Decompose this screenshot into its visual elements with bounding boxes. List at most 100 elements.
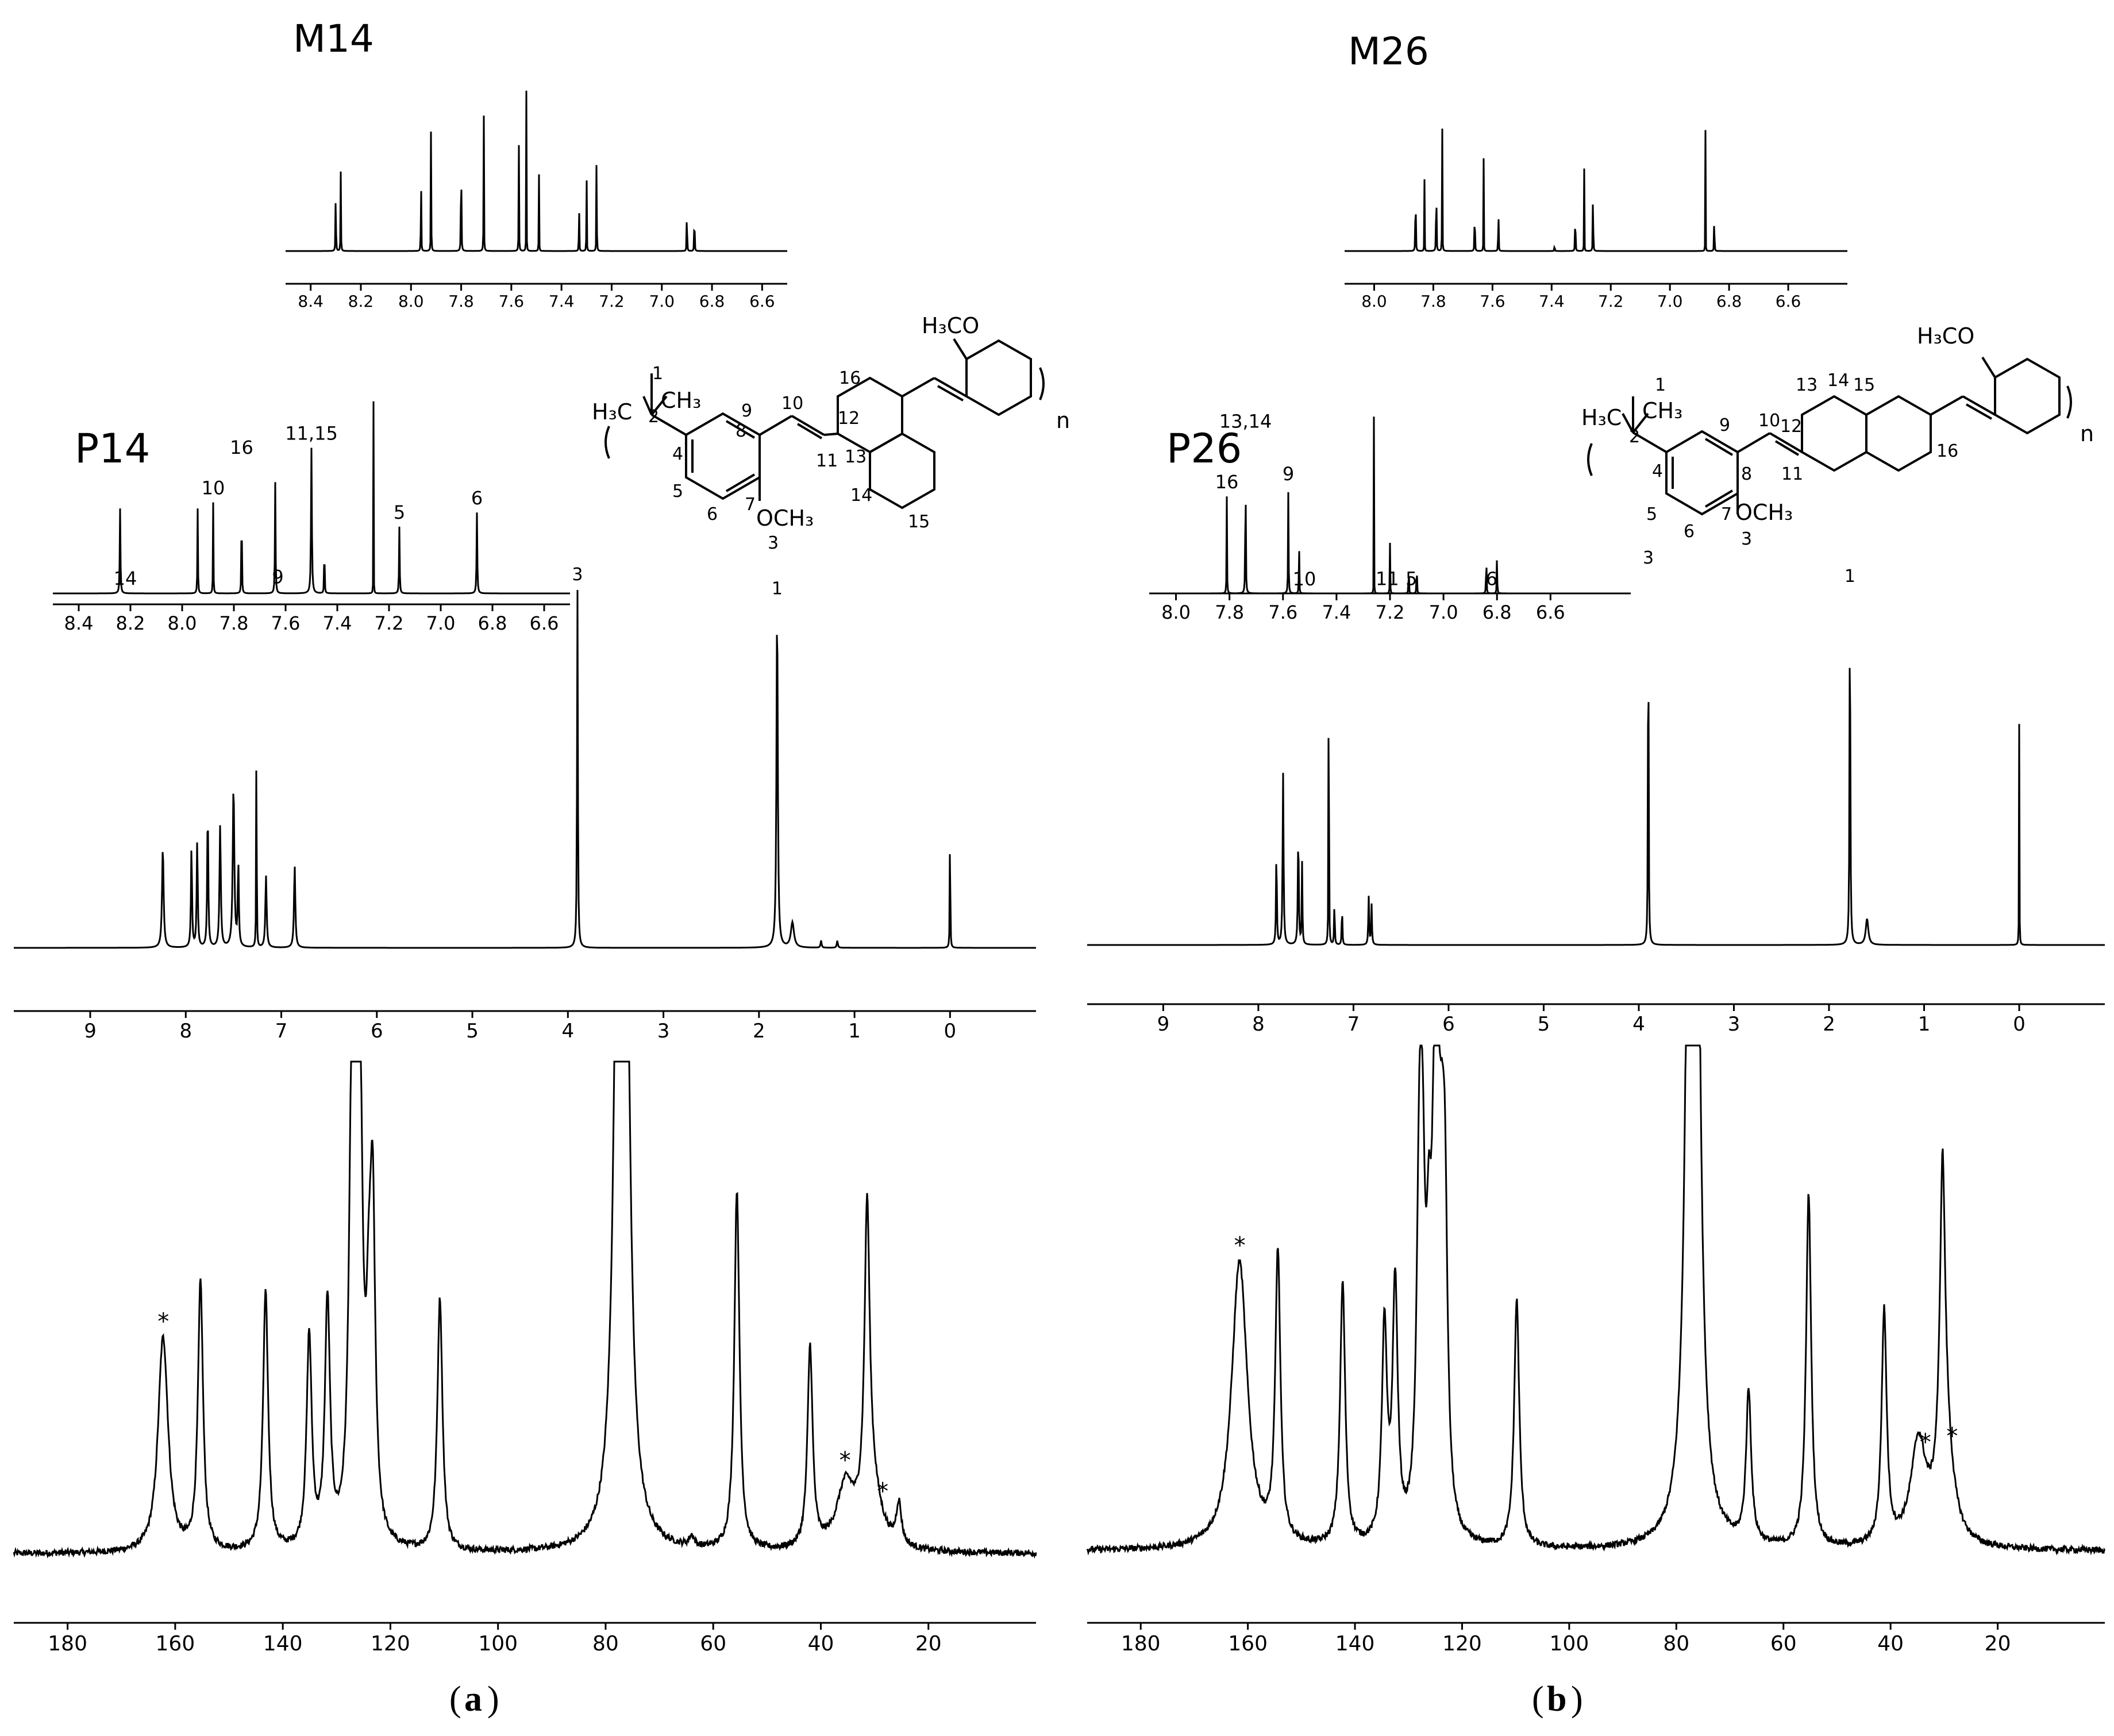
p26-bracket-right [2066, 385, 2072, 419]
p26-atom-12: 12 [1780, 416, 1802, 437]
caption-a: ( a ) [449, 1680, 499, 1719]
p14-atom-9: 9 [741, 401, 752, 421]
x-tick-label: 80 [1663, 1632, 1689, 1656]
p14-atom-12: 12 [838, 408, 860, 429]
spectrum-trace [14, 589, 1036, 949]
peak-label: 5 [1406, 568, 1417, 589]
x-tick-label: 7.2 [1376, 601, 1405, 623]
p14-atom-10: 10 [781, 394, 803, 414]
spectrum-trace [1086, 1044, 2106, 1556]
x-tick-label: 9 [1157, 1013, 1170, 1036]
p14-h3co-label: H₃CO [922, 313, 979, 338]
x-tick-label: 7.6 [499, 292, 525, 311]
x-tick-label: 3 [657, 1020, 670, 1043]
p14-och3-label: OCH₃ [756, 506, 814, 531]
x-tick-label: 3 [1728, 1013, 1741, 1036]
p14-repeat-n: n [1056, 408, 1070, 433]
p14-tert-bond [650, 395, 668, 416]
x-tick-label: 4 [561, 1020, 574, 1043]
p26-atom-6: 6 [1684, 522, 1695, 542]
x-tick-label: 7.4 [1322, 601, 1351, 623]
p26-structure-labels: H₃C CH₃ OCH₃ H₃CO n 1 2 3 4 5 6 7 8 9 10… [1581, 323, 2094, 549]
p14-link-bond [823, 433, 838, 436]
p26-atom-8: 8 [1741, 464, 1752, 484]
p14-atom-6: 6 [707, 504, 718, 524]
x-tick-label: 6.8 [1483, 601, 1512, 623]
p14-bracket-right [1039, 367, 1045, 400]
p26-vinyl-bond [1769, 432, 1803, 453]
x-tick-label: 2 [753, 1020, 765, 1043]
spectrum-trace [286, 90, 787, 252]
p14-atom-2: 2 [648, 407, 659, 427]
peak-label: * [157, 1309, 169, 1335]
x-tick-label: 6.6 [530, 612, 559, 634]
x-tick-label: 8.4 [64, 612, 94, 634]
x-tick-label: 0 [944, 1020, 957, 1043]
p14-atom-15: 15 [908, 512, 930, 532]
p26-end-ring [1994, 357, 2061, 435]
p26-atom-7: 7 [1721, 504, 1732, 524]
peak-label: 10 [202, 477, 225, 499]
p26-atom-9: 9 [1719, 415, 1730, 435]
p26-bracket-left [1587, 443, 1593, 476]
p26-atom-16: 16 [1936, 441, 1958, 461]
p14-atom-7: 7 [745, 495, 756, 515]
x-tick-label: 8.2 [348, 292, 374, 311]
peak-label: 1 [772, 578, 783, 599]
x-tick-label: 7.6 [1268, 601, 1297, 623]
x-tick-label: 20 [915, 1632, 942, 1656]
peak-label: 11,15 [285, 422, 338, 444]
x-tick-label: 0 [2013, 1013, 2026, 1036]
x-tick-label: 6 [1442, 1013, 1455, 1036]
p14-vinyl-bond [902, 377, 935, 398]
x-tick-label: 6.6 [1776, 292, 1801, 311]
p26-tert-bond [1632, 412, 1649, 434]
spectrum-p26-13c: 180 160 140 120 100 80 60 40 20 * * * [1086, 1044, 2106, 1656]
p26-atom-14: 14 [1827, 371, 1849, 391]
x-tick-label: 7.8 [448, 292, 474, 311]
p26-repeat-n: n [2080, 421, 2094, 446]
p14-atom-5: 5 [672, 481, 683, 501]
p26-atom-3: 3 [1741, 529, 1752, 549]
p14-atom-11: 11 [816, 451, 838, 471]
x-tick-label: 140 [263, 1632, 303, 1656]
p26-tert-bond [1622, 413, 1634, 433]
p14-atom-4: 4 [672, 444, 683, 464]
peak-label: 16 [230, 437, 253, 458]
x-tick-label: 160 [1228, 1632, 1268, 1656]
x-tick-label: 7.4 [549, 292, 575, 311]
peak-label: 14 [114, 568, 137, 589]
x-tick-label: 1 [848, 1020, 861, 1043]
p26-ring-double-bond [1704, 438, 1734, 456]
p14-structure-labels: H₃C CH₃ OCH₃ H₃CO n 1 2 3 4 5 6 7 8 9 10… [592, 313, 1070, 553]
p14-vinyl-bond [758, 415, 793, 436]
x-tick-label: 5 [466, 1020, 479, 1043]
x-tick-label: 7.0 [1429, 601, 1458, 623]
x-tick-label: 2 [1823, 1013, 1835, 1036]
spectrum-m14-inset: 8.4 8.2 8.0 7.8 7.6 7.4 7.2 7.0 6.8 6.6 M14 [286, 17, 787, 311]
spectra-layer: 8.4 8.2 8.0 7.8 7.6 7.4 7.2 7.0 6.8 6.6 M14 8.0 7.8 7… [13, 17, 2106, 1656]
x-tick-label: 6.8 [699, 292, 725, 311]
p14-atom-1: 1 [652, 364, 663, 384]
x-tick-label: 120 [371, 1632, 410, 1656]
p26-vinyl-bond [1774, 440, 1800, 456]
p14-vinyl-bond [796, 423, 823, 439]
peak-label: 6 [1486, 568, 1497, 590]
p14-tert-bond [650, 414, 687, 436]
peak-label: 3 [572, 565, 583, 585]
peak-label: * [1920, 1429, 1931, 1456]
p26-atom-5: 5 [1646, 504, 1657, 524]
p14-atom-3: 3 [768, 533, 779, 553]
spectrum-title: M26 [1348, 29, 1429, 74]
p14-chemical-structure [604, 338, 1045, 510]
x-tick-label: 7 [275, 1020, 288, 1043]
x-tick-label: 7.8 [1215, 601, 1244, 623]
p26-vinyl-bond [1930, 395, 1963, 416]
x-tick-label: 7.8 [220, 612, 249, 634]
spectrum-trace [1345, 128, 1847, 252]
x-tick-label: 8.2 [116, 612, 145, 634]
x-tick-label: 7.6 [1480, 292, 1505, 311]
p14-h3c-label: H₃C [592, 399, 632, 425]
spectrum-p14-1h: 9 8 7 6 5 4 3 2 1 0 3 1 [14, 565, 1036, 1043]
